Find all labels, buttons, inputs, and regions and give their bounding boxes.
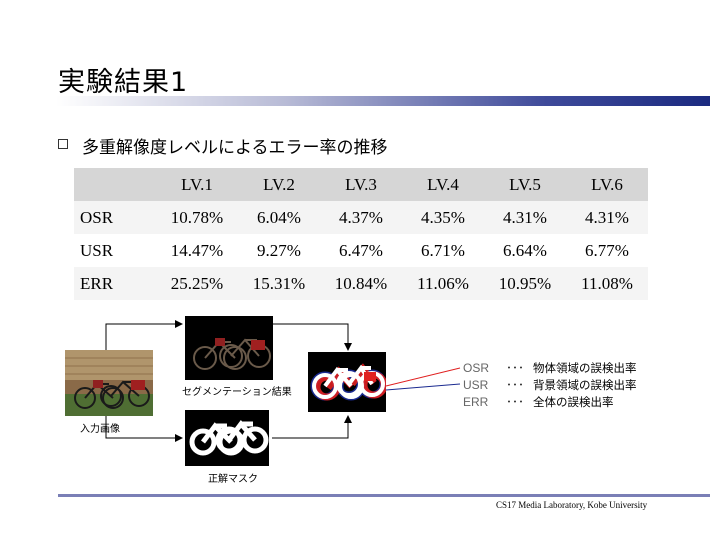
table-cell: 6.47%: [339, 240, 383, 260]
table-cell: 14.47%: [170, 240, 224, 260]
bullet-square-icon: [58, 139, 68, 149]
arrow-input-to-mask: [105, 416, 183, 442]
legend-dots: ･･･: [505, 361, 524, 375]
table-cell: 6.71%: [421, 240, 465, 260]
bullet-text: 多重解像度レベルによるエラー率の推移: [82, 138, 388, 158]
table-cell: 6.04%: [238, 201, 320, 234]
legend-description: 物体領域の誤検出率: [533, 361, 637, 375]
header-lv6: LV.6: [566, 168, 648, 201]
table-cell: 15.31%: [238, 267, 320, 300]
header-lv3: LV.3: [320, 168, 402, 201]
legend-row-usr: USR ･･･ 背景領域の誤検出率: [463, 377, 637, 394]
footer-divider: [58, 494, 710, 497]
mask-caption: 正解マスク: [208, 474, 258, 485]
header-lv2: LV.2: [238, 168, 320, 201]
header-lv4: LV.4: [402, 168, 484, 201]
table-corner-cell: [74, 168, 156, 201]
table-row-osr: OSR 10.78% 6.04% 4.37% 4.35% 4.31% 4.31%: [74, 201, 648, 234]
arrow-mask-to-comparison: [272, 415, 352, 439]
table-cell: 4.37%: [320, 201, 402, 234]
table-row-usr: USR 14.47% 9.27% 6.47% 6.71% 6.64% 6.77%: [74, 234, 648, 267]
error-legend: OSR ･･･ 物体領域の誤検出率 USR ･･･ 背景領域の誤検出率 ERR …: [463, 360, 637, 411]
legend-dots: ･･･: [505, 378, 524, 392]
arrow-input-to-segmentation: [105, 320, 183, 350]
table-cell: 9.27%: [257, 240, 301, 260]
table-cell: 11.06%: [402, 267, 484, 300]
table-cell: 4.35%: [402, 201, 484, 234]
row-label: ERR: [74, 267, 156, 300]
table-header-row: LV.1 LV.2 LV.3 LV.4 LV.5 LV.6: [74, 168, 648, 201]
table-cell: 10.84%: [320, 267, 402, 300]
legend-code: OSR: [463, 361, 490, 375]
table-cell: 4.31%: [566, 201, 648, 234]
legend-row-err: ERR ･･･ 全体の誤検出率: [463, 394, 637, 411]
input-image: [65, 350, 153, 416]
table-cell: 6.77%: [585, 240, 629, 260]
segmentation-caption: セグメンテーション結果: [182, 387, 292, 398]
legend-code: ERR: [463, 395, 489, 409]
row-label: OSR: [74, 201, 156, 234]
segmentation-image: [185, 316, 273, 380]
header-lv5: LV.5: [484, 168, 566, 201]
input-image-caption: 入力画像: [80, 424, 120, 435]
arrow-segmentation-to-comparison: [272, 323, 352, 351]
legend-dots: ･･･: [505, 395, 524, 409]
header-lv1: LV.1: [156, 168, 238, 201]
results-table: LV.1 LV.2 LV.3 LV.4 LV.5 LV.6 OSR 10.78%…: [74, 168, 648, 300]
table-row-err: ERR 25.25% 15.31% 10.84% 11.06% 10.95% 1…: [74, 267, 648, 300]
pointer-osr: [385, 367, 461, 387]
title-underline: [56, 96, 710, 106]
table-cell: 25.25%: [156, 267, 238, 300]
table-cell: 10.78%: [156, 201, 238, 234]
row-label: USR: [80, 240, 114, 260]
table-cell: 11.08%: [566, 267, 648, 300]
legend-row-osr: OSR ･･･ 物体領域の誤検出率: [463, 360, 637, 377]
table-cell: 10.95%: [484, 267, 566, 300]
pointer-usr: [385, 383, 461, 391]
table-cell: 6.64%: [503, 240, 547, 260]
footer-credit: CS17 Media Laboratory, Kobe University: [496, 500, 648, 510]
error-comparison-image: [308, 352, 386, 412]
table-cell: 4.31%: [484, 201, 566, 234]
slide-title: 実験結果1: [58, 67, 189, 98]
legend-code: USR: [463, 378, 489, 392]
mask-image: [185, 410, 269, 466]
legend-description: 背景領域の誤検出率: [533, 378, 637, 392]
legend-description: 全体の誤検出率: [533, 395, 614, 409]
